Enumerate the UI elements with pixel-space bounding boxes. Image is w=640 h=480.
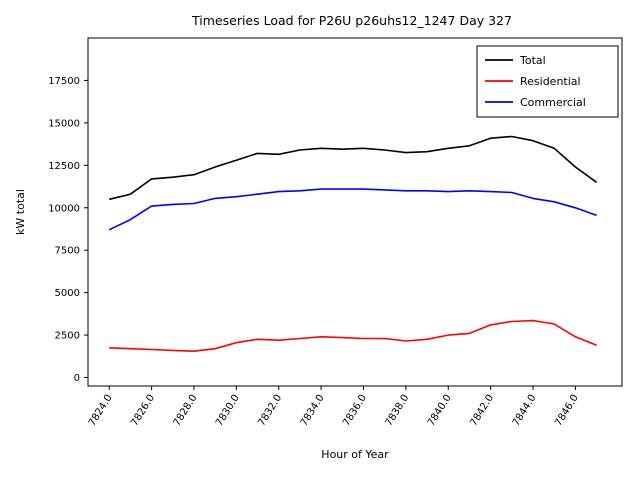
x-tick-label: 7842.0 [468,393,496,429]
y-tick-label: 10000 [48,203,80,214]
y-axis-label: kW total [14,189,27,235]
y-tick-label: 17500 [48,76,80,87]
legend: Total Residential Commercial [476,45,619,118]
plot-area: 7824.0 7826.0 7828.0 7830.0 7832.0 7834.0 7836… [48,37,623,428]
series-line-residential [109,319,597,353]
x-tick-label: 7834.0 [299,393,327,429]
x-axis-label: Hour of Year [321,448,389,461]
y-tick-label: 2500 [55,331,80,342]
x-tick-label: 7838.0 [384,393,412,429]
legend-label-total: Total [519,54,546,67]
axes-frame [87,37,623,387]
x-tick-label: 7840.0 [426,393,454,429]
legend-label-commercial: Commercial [520,96,586,109]
y-tick-label: 5000 [55,288,80,299]
x-axis: 7824.0 7826.0 7828.0 7830.0 7832.0 7834.0 7836… [87,386,581,428]
y-tick-label: 12500 [48,161,80,172]
series-line-total [109,135,598,201]
x-tick-label: 7828.0 [172,393,200,429]
series-line-commercial [108,188,597,231]
x-tick-label: 7830.0 [214,393,242,429]
x-tick-label: 7824.0 [87,393,115,429]
y-tick-label: 15000 [48,118,80,129]
y-tick-label: 7500 [55,246,80,257]
legend-label-residential: Residential [520,75,581,88]
chart-title: Timeseries Load for P26U p26uhs12_1247 D… [191,13,512,28]
x-tick-label: 7826.0 [129,393,157,429]
x-tick-label: 7832.0 [256,393,284,429]
x-tick-label: 7844.0 [511,393,539,429]
x-tick-label: 7836.0 [341,393,369,429]
y-axis: 0 2500 5000 7500 10000 12500 15000 17500 [48,76,88,384]
y-tick-label: 0 [74,373,80,384]
x-tick-label: 7846.0 [553,393,581,429]
